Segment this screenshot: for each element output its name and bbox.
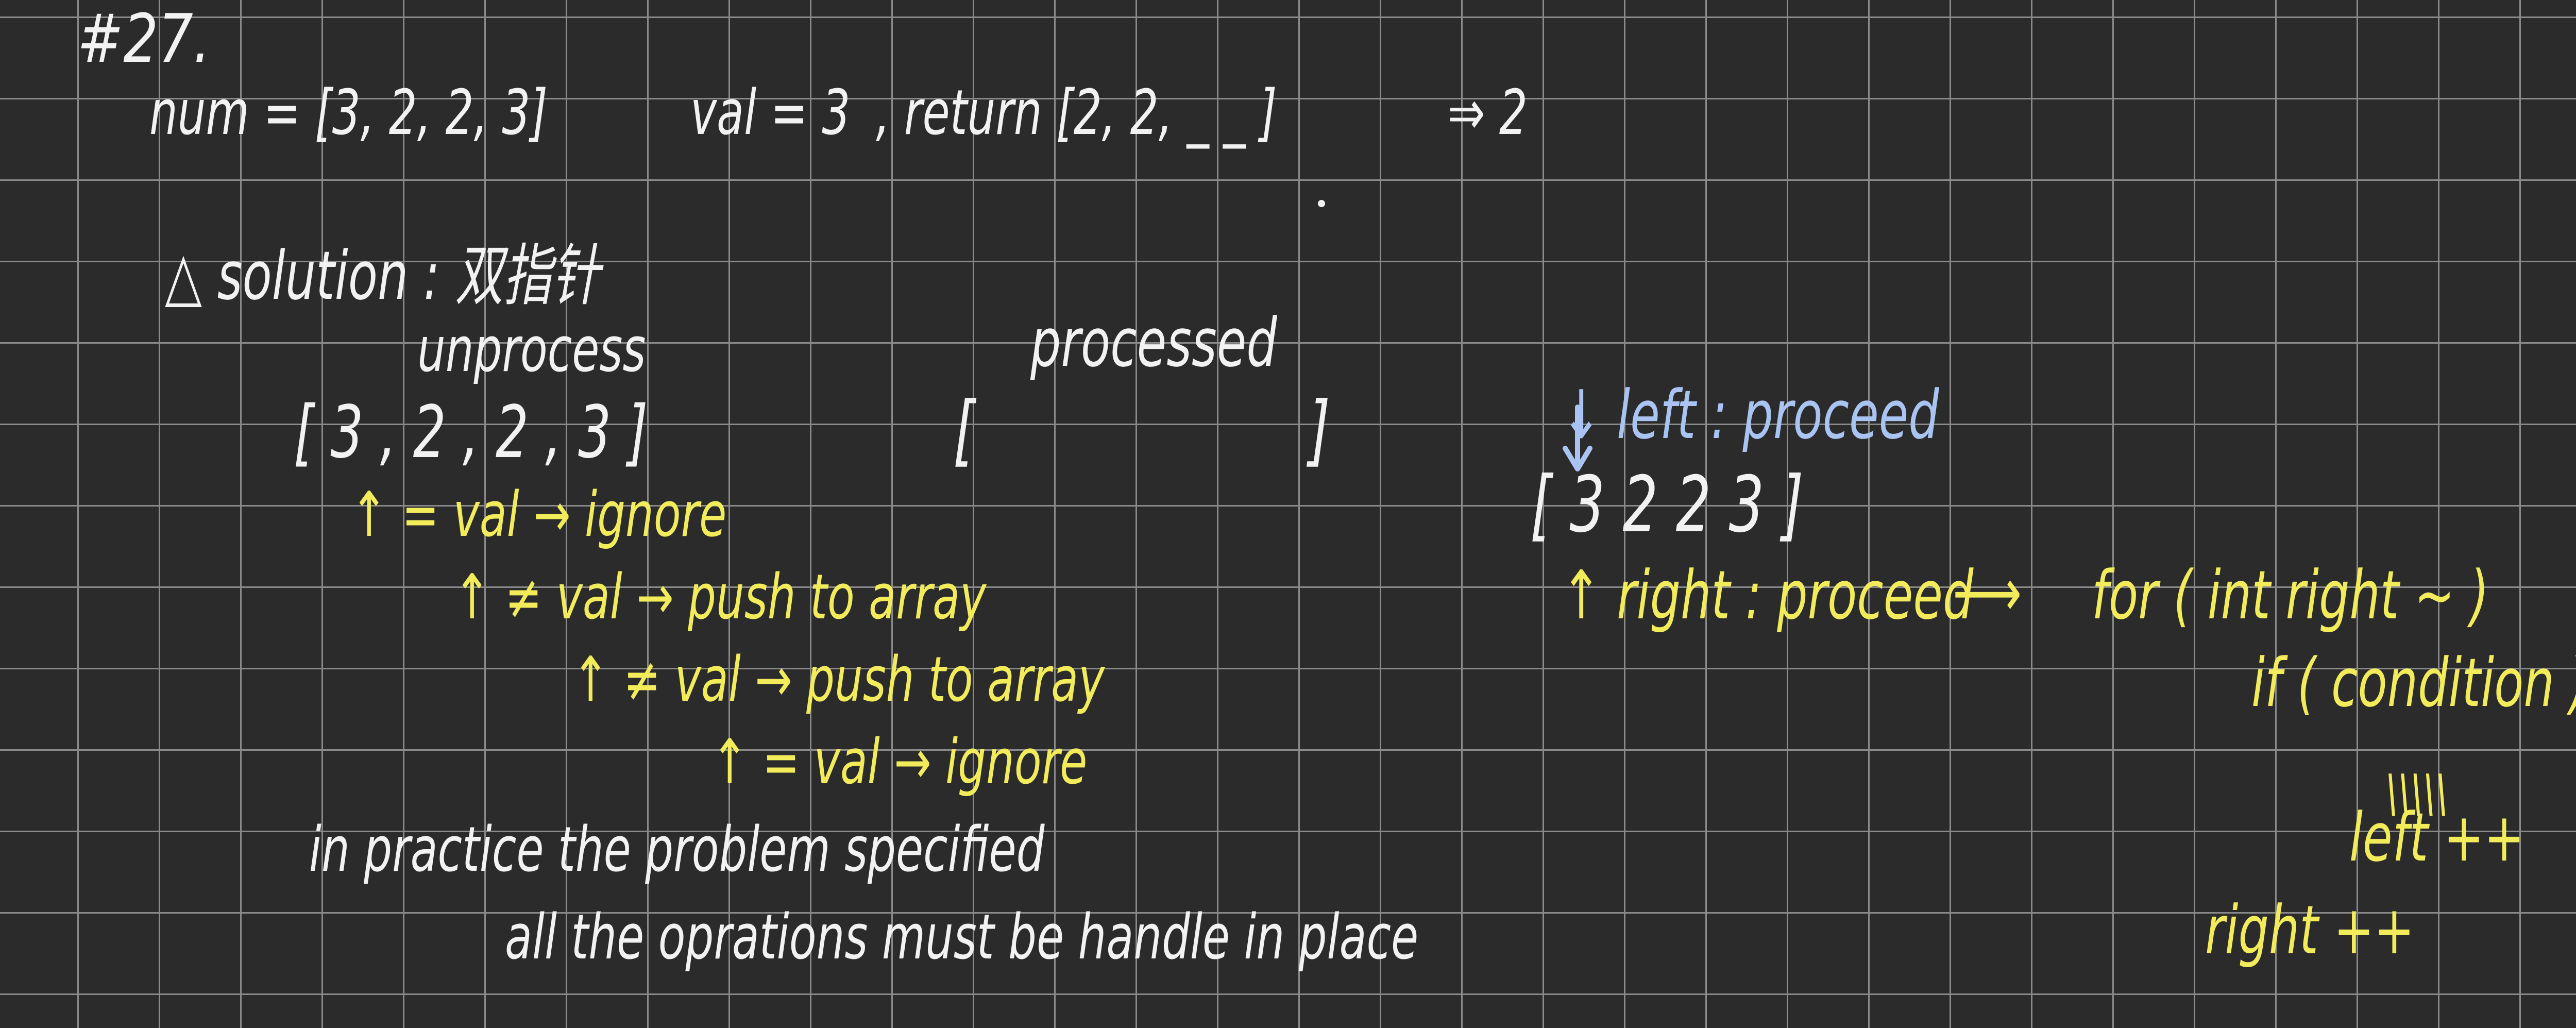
unprocessed-label: unprocess xyxy=(417,314,646,386)
code-dashes: \\\\\ xyxy=(2385,763,2448,823)
processed-array-open-bracket: [ xyxy=(953,385,975,475)
problem-number: #27. xyxy=(77,0,211,78)
code-for-loop: for ( int right ~ ) xyxy=(2092,556,2489,634)
example-output: , return [2, 2, _ _ ] xyxy=(876,77,1277,149)
pointer-array: [ 3 2 2 3 ] xyxy=(1530,460,1804,550)
step-3: ↑ ≠ val → push to array xyxy=(572,644,1105,716)
step-2: ↑ ≠ val → push to array xyxy=(453,562,987,633)
code-right-increment: right ++ xyxy=(2205,891,2415,969)
implies-arrow: ⟶ xyxy=(1953,553,2022,632)
step-4: ↑ = val → ignore xyxy=(711,727,1088,798)
code-if-condition: if ( condition ) xyxy=(2251,644,2576,722)
processed-label: processed xyxy=(1030,304,1277,382)
note-line-1: in practice the problem specified xyxy=(309,814,1045,886)
step-1: ↑ = val → ignore xyxy=(350,479,727,551)
ink-dot xyxy=(1318,200,1325,207)
solution-title: △ solution : 双指针 xyxy=(165,237,600,315)
right-pointer-label: ↑ right : proceed xyxy=(1561,556,1974,634)
unprocessed-array: [ 3 , 2 , 2 , 3 ] xyxy=(294,391,648,475)
processed-array-close-bracket: ] xyxy=(1309,385,1331,475)
code-left-increment: left ++ xyxy=(2349,798,2524,877)
example-implies: ⇒ 2 xyxy=(1448,77,1528,149)
example-input: num = [3, 2, 2, 3] xyxy=(149,77,548,149)
note-line-2: all the oprations must be handle in plac… xyxy=(505,902,1419,973)
example-val: val = 3 xyxy=(690,77,851,149)
left-pointer-label: ↓ left : proceed xyxy=(1561,376,1939,454)
